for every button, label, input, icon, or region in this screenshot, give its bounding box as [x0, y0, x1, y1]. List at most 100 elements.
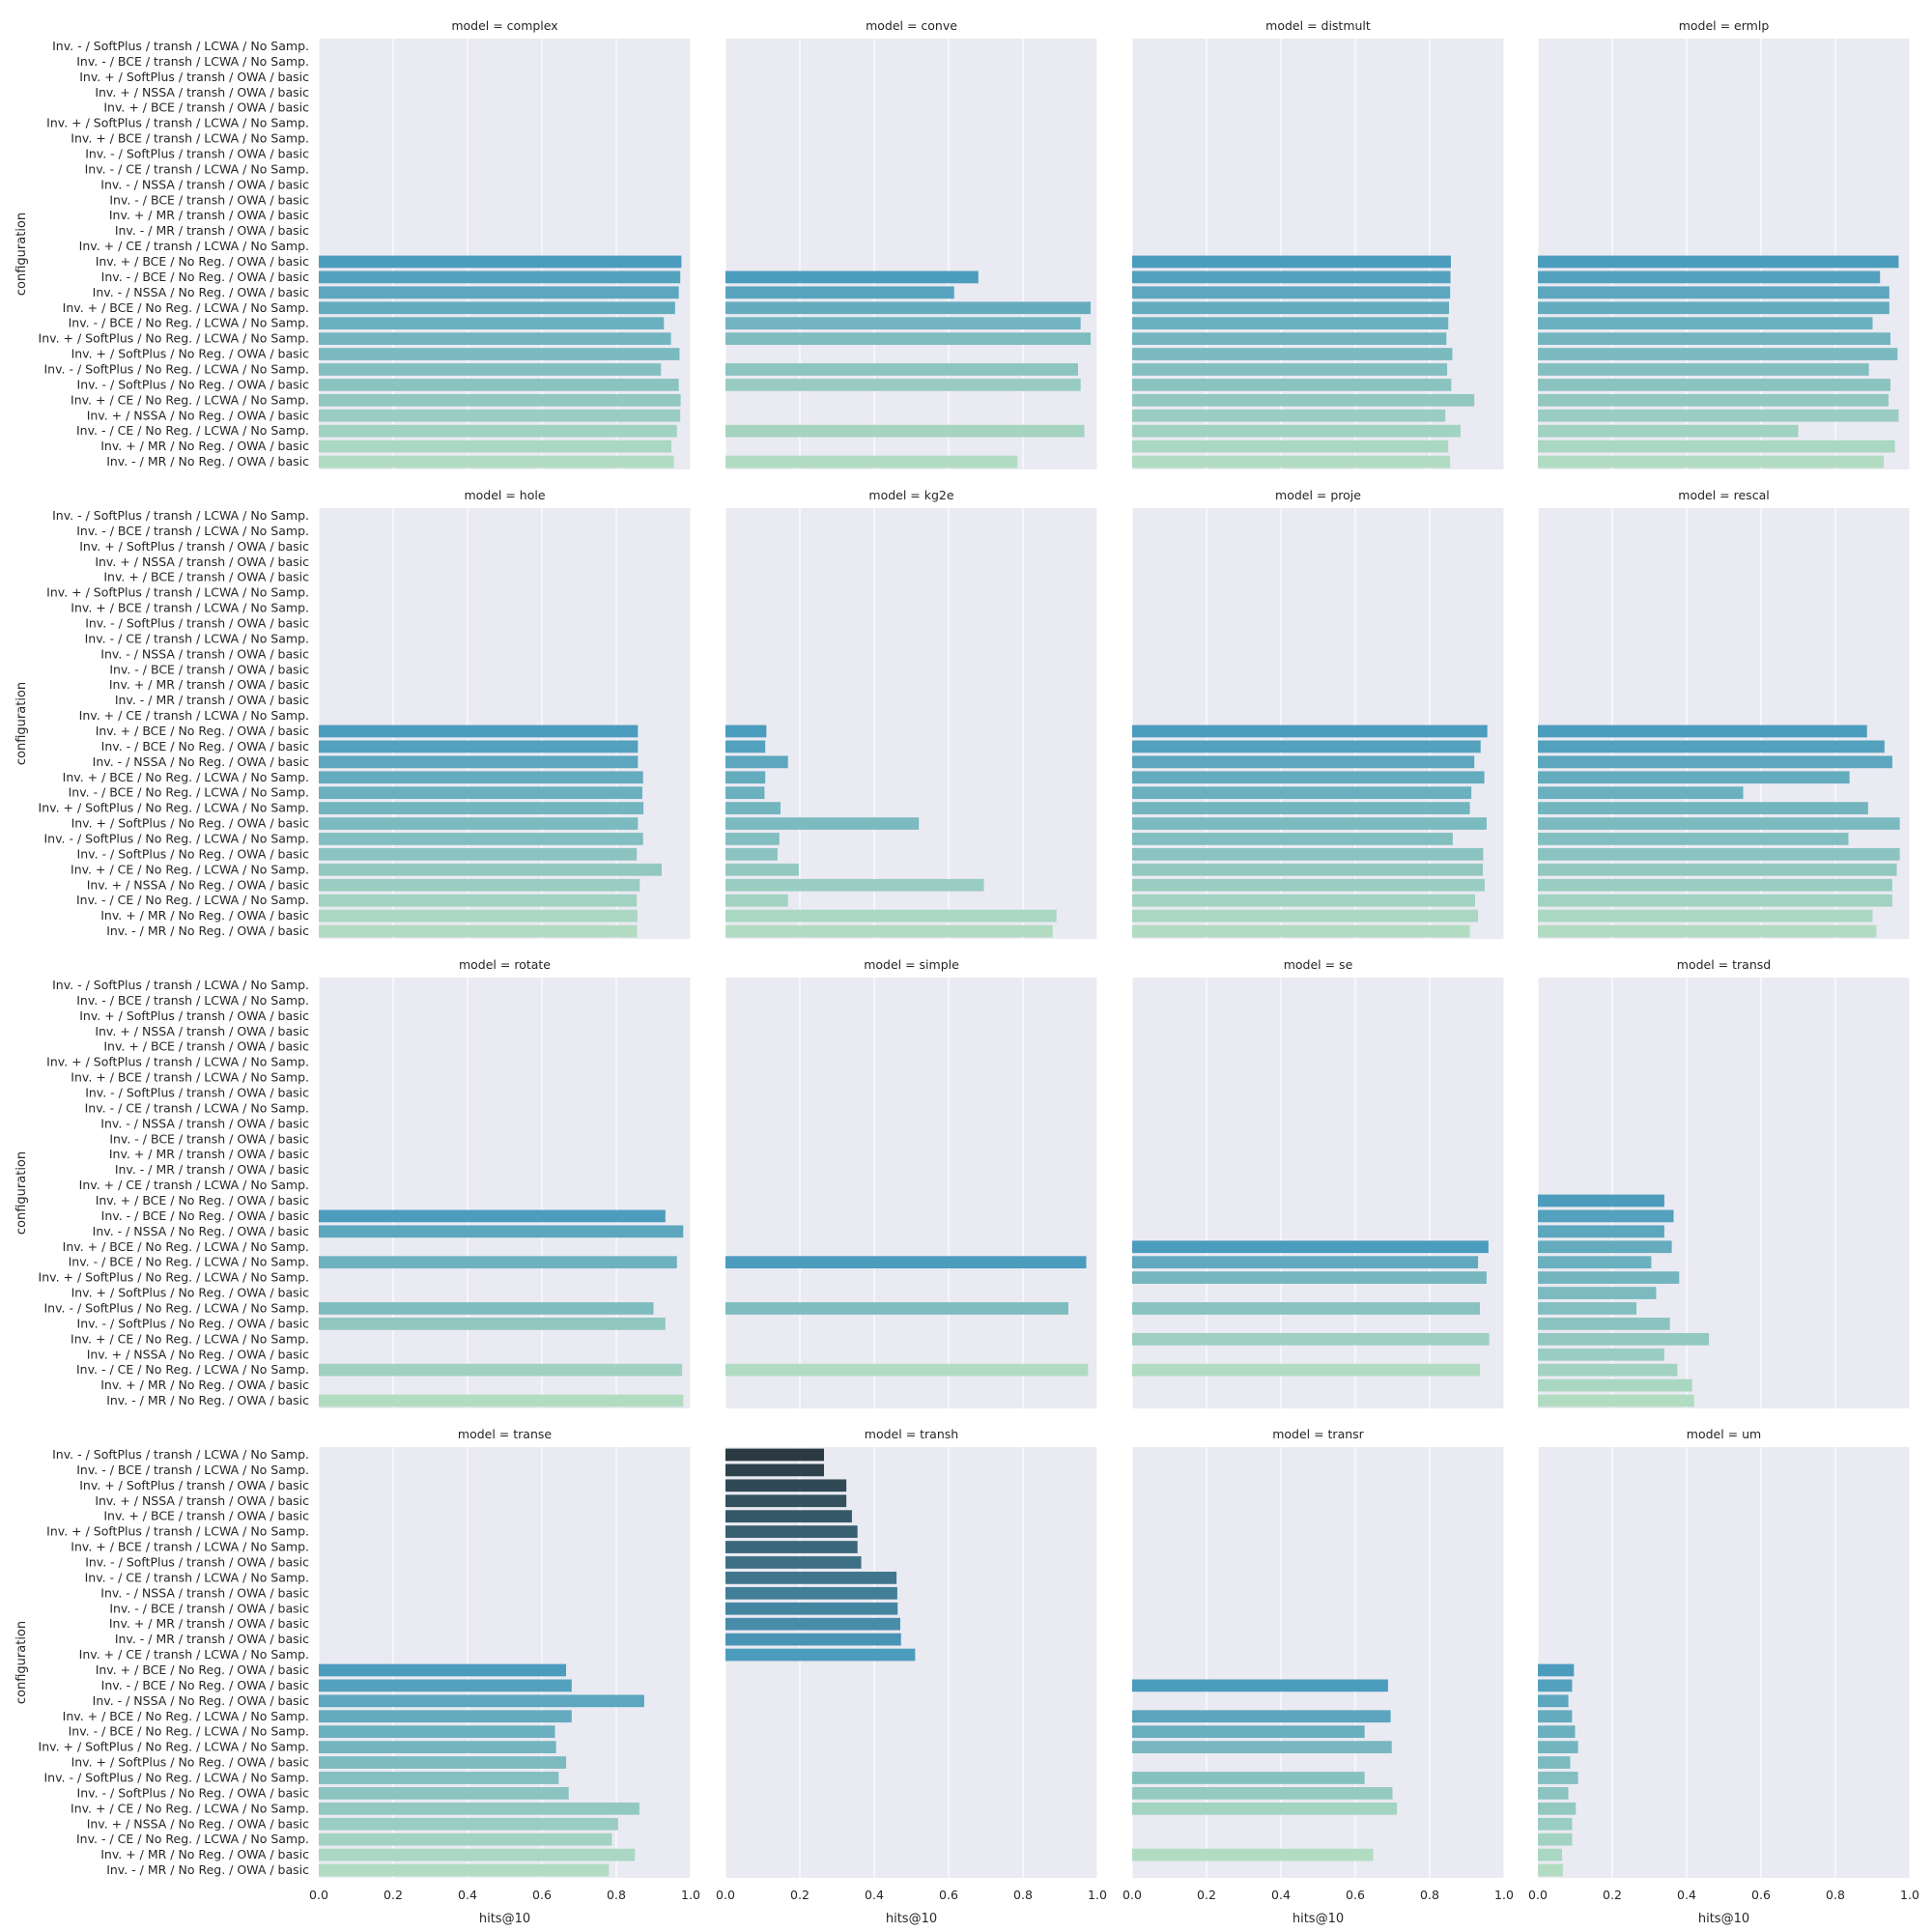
- bar: [1132, 1256, 1479, 1269]
- bar: [1538, 1394, 1694, 1407]
- bar: [1132, 286, 1451, 299]
- category-label: Inv. - / BCE / transh / OWA / basic: [109, 662, 309, 676]
- category-label: Inv. - / BCE / No Reg. / LCWA / No Samp.: [69, 1255, 309, 1269]
- x-tick-label: 0.0: [716, 1888, 735, 1902]
- bar: [725, 740, 766, 753]
- bar: [725, 802, 781, 814]
- category-label: Inv. - / SoftPlus / No Reg. / LCWA / No …: [44, 1300, 310, 1315]
- category-label: Inv. + / SoftPlus / No Reg. / LCWA / No …: [39, 801, 309, 815]
- category-label: Inv. - / SoftPlus / No Reg. / LCWA / No …: [44, 1770, 310, 1784]
- bar: [319, 363, 662, 376]
- category-label: Inv. - / BCE / No Reg. / OWA / basic: [101, 1208, 309, 1223]
- bar: [1538, 1741, 1578, 1753]
- category-label: Inv. + / BCE / transh / LCWA / No Samp.: [71, 1540, 309, 1554]
- bar: [1538, 1271, 1680, 1284]
- category-label: Inv. - / BCE / No Reg. / OWA / basic: [101, 1678, 309, 1692]
- bar: [319, 455, 674, 469]
- category-label: Inv. + / NSSA / No Reg. / OWA / basic: [87, 1816, 309, 1831]
- category-label: Inv. - / SoftPlus / transh / LCWA / No S…: [52, 1447, 309, 1462]
- bar: [1132, 363, 1448, 376]
- bar: [725, 771, 766, 784]
- bar: [319, 724, 639, 738]
- bar: [725, 1602, 898, 1615]
- bar: [1538, 1756, 1571, 1769]
- x-axis-label: hits@10: [479, 1912, 530, 1926]
- bar: [319, 255, 682, 269]
- bar: [1538, 332, 1890, 345]
- category-label: Inv. - / CE / transh / LCWA / No Samp.: [85, 1570, 309, 1584]
- bar: [319, 802, 644, 814]
- bar: [725, 363, 1078, 376]
- category-label: Inv. - / CE / transh / LCWA / No Samp.: [85, 161, 309, 176]
- bar: [725, 1648, 916, 1662]
- category-label: Inv. + / CE / No Reg. / LCWA / No Samp.: [71, 392, 309, 407]
- bar: [725, 1256, 1087, 1269]
- x-tick-label: 1.0: [681, 1888, 700, 1902]
- category-label: Inv. + / MR / transh / OWA / basic: [109, 1616, 309, 1631]
- category-label: Inv. - / BCE / transh / OWA / basic: [109, 1131, 309, 1146]
- bar: [725, 848, 778, 861]
- bar: [1132, 833, 1453, 845]
- bar: [1538, 393, 1889, 407]
- panel-background: [725, 978, 1097, 1408]
- bar: [319, 786, 642, 800]
- bar: [1538, 1287, 1657, 1299]
- category-label: Inv. - / BCE / No Reg. / LCWA / No Samp.: [69, 785, 309, 800]
- category-label: Inv. - / SoftPlus / No Reg. / OWA / basi…: [77, 846, 310, 861]
- bar: [1538, 1209, 1674, 1223]
- panel-title: model = proje: [1275, 488, 1361, 502]
- x-tick-label: 0.0: [309, 1888, 328, 1902]
- category-label: Inv. + / BCE / No Reg. / LCWA / No Samp.: [63, 1709, 309, 1723]
- x-axis-label: hits@10: [886, 1912, 937, 1926]
- bar: [725, 1617, 900, 1631]
- bar: [1538, 1663, 1575, 1677]
- category-label: Inv. - / CE / transh / LCWA / No Samp.: [85, 631, 309, 645]
- bar: [1132, 817, 1487, 830]
- panel-title: model = rotate: [459, 957, 551, 972]
- bar: [1538, 1710, 1573, 1723]
- x-tick-label: 0.6: [1346, 1888, 1365, 1902]
- bar: [319, 817, 639, 830]
- bar: [725, 1525, 858, 1538]
- category-label: Inv. - / SoftPlus / transh / OWA / basic: [85, 146, 309, 160]
- bar: [725, 1586, 897, 1600]
- category-label: Inv. + / MR / transh / OWA / basic: [109, 677, 309, 692]
- bar: [319, 1725, 555, 1739]
- bar: [319, 409, 681, 422]
- x-tick-label: 0.8: [1420, 1888, 1439, 1902]
- bar: [1132, 440, 1449, 453]
- bar: [319, 1710, 572, 1723]
- bar: [1132, 255, 1451, 269]
- category-label: Inv. + / CE / No Reg. / LCWA / No Samp.: [71, 1331, 309, 1346]
- panel-title: model = ermlp: [1679, 18, 1770, 33]
- bar: [725, 1633, 901, 1646]
- category-label: Inv. - / SoftPlus / No Reg. / OWA / basi…: [77, 1316, 310, 1330]
- category-label: Inv. + / BCE / transh / LCWA / No Samp.: [71, 1070, 309, 1085]
- category-label: Inv. + / CE / transh / LCWA / No Samp.: [79, 1647, 309, 1662]
- bar: [1538, 363, 1869, 376]
- bar: [725, 301, 1092, 315]
- bar: [1132, 771, 1485, 784]
- category-label: Inv. + / CE / No Reg. / LCWA / No Samp.: [71, 1801, 309, 1815]
- bar: [1132, 924, 1470, 938]
- category-label: Inv. - / SoftPlus / No Reg. / OWA / basi…: [77, 377, 310, 391]
- bar: [319, 894, 638, 907]
- x-tick-label: 0.6: [939, 1888, 958, 1902]
- bar: [319, 348, 680, 360]
- bar: [1538, 270, 1881, 284]
- bar: [1132, 1271, 1487, 1284]
- bar: [1538, 786, 1744, 800]
- bar: [1132, 301, 1450, 315]
- category-label: Inv. - / BCE / No Reg. / LCWA / No Samp.: [69, 1724, 309, 1739]
- bar: [319, 1302, 654, 1315]
- category-label: Inv. + / NSSA / transh / OWA / basic: [95, 85, 309, 99]
- category-label: Inv. + / MR / No Reg. / OWA / basic: [100, 1378, 309, 1392]
- panel-background: [319, 978, 691, 1408]
- bar: [1538, 424, 1799, 438]
- bar: [319, 924, 638, 938]
- x-tick-label: 0.8: [1013, 1888, 1033, 1902]
- bar: [1538, 409, 1899, 422]
- category-label: Inv. + / BCE / No Reg. / OWA / basic: [96, 1193, 309, 1208]
- bar: [1538, 348, 1898, 360]
